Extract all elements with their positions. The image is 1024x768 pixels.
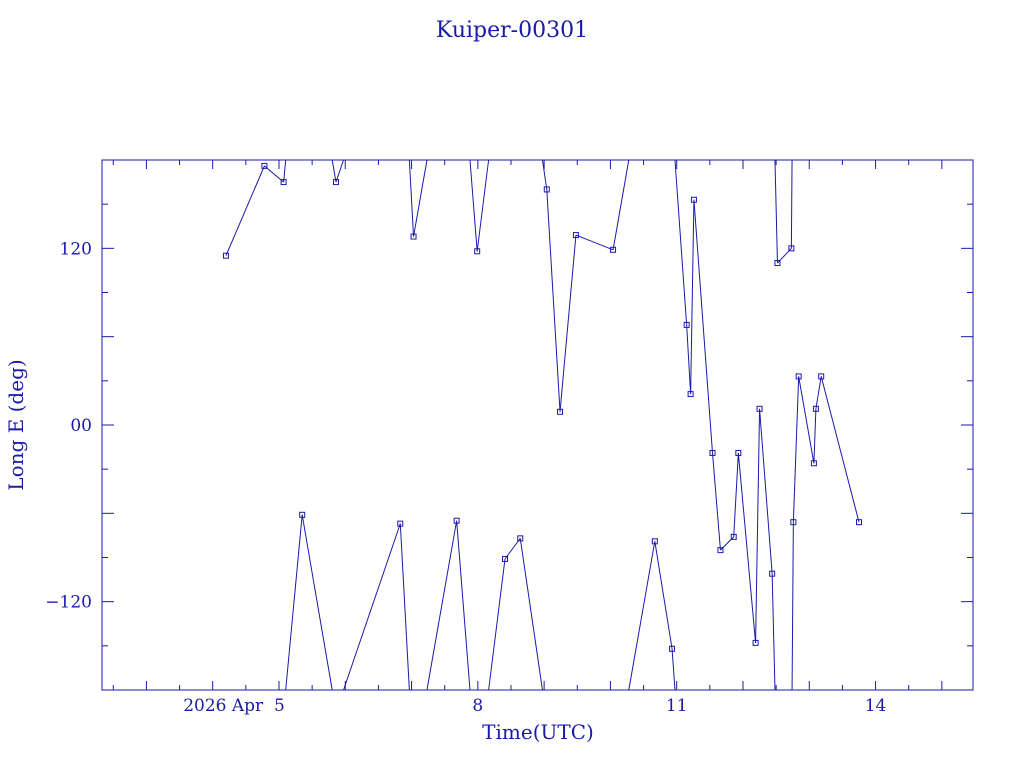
series-line-segment: [476, 159, 490, 252]
data-point: [669, 645, 676, 652]
data-point: [855, 519, 862, 526]
series-line-segment: [343, 523, 401, 691]
data-point: [332, 179, 339, 186]
data-point: [280, 179, 287, 186]
series-line-segment: [686, 324, 692, 395]
x-axis-label: Time(UTC): [482, 720, 594, 744]
series-line-segment: [456, 520, 471, 691]
x-tick-label: 2026 Apr 5: [183, 696, 285, 716]
series-line-segment: [283, 159, 287, 183]
series-line-segment: [541, 159, 548, 190]
y-tick-label: 120: [60, 239, 92, 259]
series-line-segment: [301, 514, 333, 691]
data-point: [261, 162, 268, 169]
series-line-segment: [546, 189, 561, 412]
data-point: [651, 538, 658, 545]
series-line-segment: [469, 159, 478, 252]
data-point: [453, 517, 460, 524]
series-line-segment: [711, 452, 721, 551]
data-point: [543, 186, 550, 193]
y-tick-label: 00: [70, 416, 92, 436]
series-line-segment: [791, 522, 794, 691]
series-line-segment: [399, 523, 410, 691]
series-line-segment: [331, 159, 337, 183]
chart-title: Kuiper-00301: [436, 18, 588, 43]
series-line-segment: [790, 159, 793, 249]
series-line-segment: [813, 408, 817, 464]
series-line-segment: [654, 541, 673, 649]
series-line-segment: [820, 376, 860, 523]
data-point: [410, 233, 417, 240]
series-line-segment: [798, 376, 815, 464]
series-line-segment: [771, 573, 776, 691]
series-line-segment: [737, 452, 757, 643]
data-point: [687, 391, 694, 398]
series-line-segment: [335, 159, 344, 183]
data-point: [683, 321, 690, 328]
series-line-segment: [264, 165, 284, 183]
series-line-segment: [488, 558, 506, 691]
series-line-segment: [559, 235, 577, 412]
series-plot: [222, 159, 862, 691]
data-point: [810, 460, 817, 467]
data-point: [752, 639, 759, 646]
series-line-segment: [504, 538, 521, 560]
series-line-segment: [755, 408, 761, 643]
series-line-segment: [285, 514, 303, 691]
y-tick-label: −120: [45, 593, 92, 613]
data-point: [818, 373, 825, 380]
y-axis-label: Long E (deg): [4, 359, 28, 490]
data-point: [795, 373, 802, 380]
series-line-segment: [733, 452, 739, 537]
series-line-segment: [408, 159, 415, 237]
series-line-segment: [792, 376, 800, 523]
series-line-segment: [426, 520, 458, 691]
x-tick-label: 14: [865, 696, 887, 716]
data-point: [756, 405, 763, 412]
series-line-segment: [225, 165, 265, 256]
series-line-segment: [693, 199, 713, 454]
series-line-segment: [628, 541, 656, 691]
data-point: [610, 246, 617, 253]
data-point: [557, 408, 564, 415]
series-line-segment: [413, 159, 428, 237]
series-line-segment: [774, 159, 778, 264]
series-line-segment: [674, 159, 688, 325]
data-point: [299, 511, 306, 518]
data-point: [790, 519, 797, 526]
data-point: [735, 449, 742, 456]
series-line-segment: [671, 648, 676, 691]
data-point: [788, 245, 795, 252]
data-point: [812, 405, 819, 412]
series-line-segment: [690, 199, 695, 395]
data-point: [709, 449, 716, 456]
series-line-segment: [815, 376, 822, 409]
x-tick-label: 8: [472, 696, 483, 716]
data-point: [502, 555, 509, 562]
data-point: [730, 533, 737, 540]
series-line-segment: [759, 408, 773, 574]
data-point: [474, 248, 481, 255]
data-point: [222, 252, 229, 259]
data-point: [572, 232, 579, 239]
data-point: [774, 260, 781, 267]
data-point: [690, 196, 697, 203]
data-point: [717, 547, 724, 554]
data-point: [769, 570, 776, 577]
series-line-segment: [519, 538, 543, 691]
axis-ticks: [102, 159, 973, 691]
x-tick-label: 11: [666, 696, 688, 716]
data-point: [397, 520, 404, 527]
series-line-segment: [720, 536, 735, 551]
data-point: [517, 535, 524, 542]
series-line-segment: [612, 159, 630, 250]
tick-labels: 2026 Apr 5 8 11 14 120 00 −120: [45, 239, 886, 716]
series-line-segment: [575, 234, 614, 251]
